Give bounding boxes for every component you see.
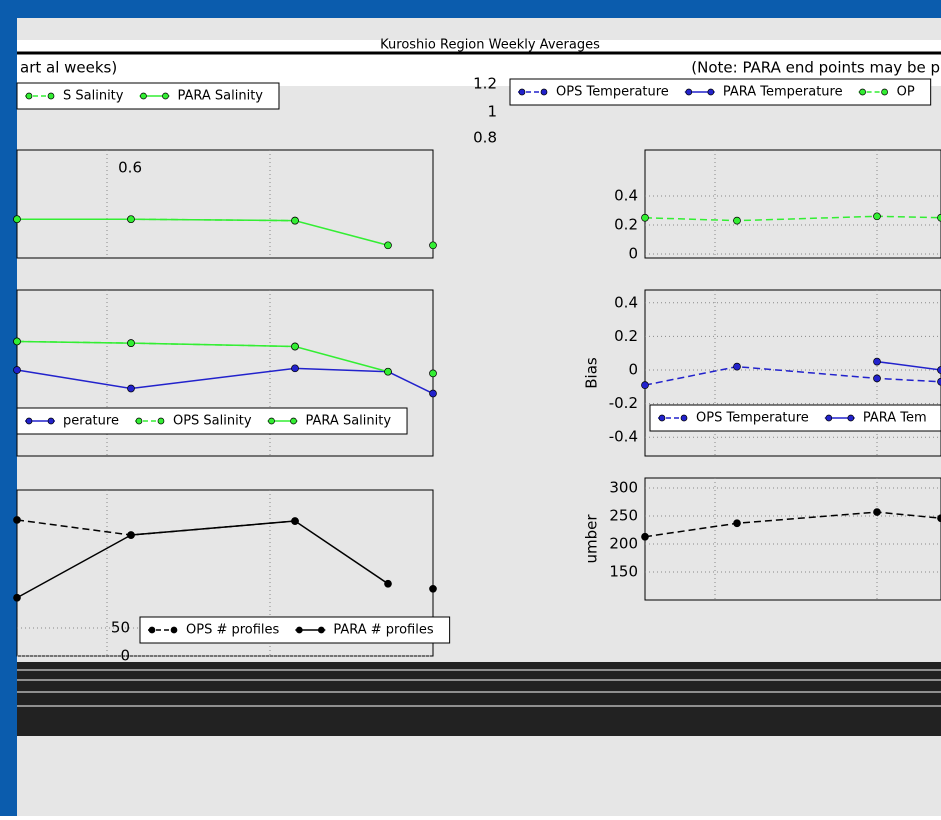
y-tick-label: 0.2 <box>614 327 638 345</box>
legend-label: PARA Tem <box>863 411 927 426</box>
point <box>642 533 649 540</box>
legend-marker <box>291 418 297 424</box>
point <box>385 368 392 375</box>
y-tick-label: 0 <box>628 245 638 263</box>
figure-title: Kuroshio Region Weekly Averages <box>380 38 600 53</box>
point <box>734 217 741 224</box>
point <box>874 375 881 382</box>
stray-tick: 0.6 <box>118 159 142 177</box>
point <box>128 385 135 392</box>
legend-marker <box>519 89 525 95</box>
legend-label: PARA # profiles <box>333 623 434 638</box>
point <box>874 213 881 220</box>
legend-marker <box>541 89 547 95</box>
legend-marker <box>296 627 302 633</box>
point <box>128 216 135 223</box>
right-note: (Note: PARA end points may be p <box>691 59 940 77</box>
y-tick-label: 0.4 <box>614 293 638 311</box>
stray-tick: 0.8 <box>473 129 497 147</box>
legend-marker <box>708 89 714 95</box>
point <box>430 370 437 377</box>
legend-marker <box>269 418 275 424</box>
legend-label: OPS Temperature <box>556 85 669 100</box>
point <box>14 594 21 601</box>
legend-label: OPS # profiles <box>186 623 280 638</box>
legend-marker <box>162 93 168 99</box>
point <box>14 338 21 345</box>
legend-marker <box>826 415 832 421</box>
legend-label: OPS Temperature <box>696 411 809 426</box>
legend-label: PARA Salinity <box>306 414 392 429</box>
glitch-band <box>17 662 941 736</box>
legend: perature OPS Salinity PARA Salinity <box>17 408 407 434</box>
y-tick-label: 0.2 <box>614 216 638 234</box>
legend-marker <box>659 415 665 421</box>
legend-marker <box>48 93 54 99</box>
legend-marker <box>158 418 164 424</box>
y-tick-label: 300 <box>609 479 638 497</box>
legend-marker <box>26 93 32 99</box>
point <box>292 518 299 525</box>
y-tick-label: -0.2 <box>609 394 638 412</box>
point <box>292 343 299 350</box>
stray-tick: 1.2 <box>473 75 497 93</box>
point <box>430 390 437 397</box>
legend-marker <box>26 418 32 424</box>
point <box>385 580 392 587</box>
point <box>385 242 392 249</box>
point <box>14 216 21 223</box>
point <box>14 367 21 374</box>
point <box>430 585 437 592</box>
point <box>734 520 741 527</box>
point <box>874 509 881 516</box>
legend-label: PARA Temperature <box>723 85 843 100</box>
stray-tick: 1 <box>487 103 497 121</box>
legend: OPS Temperature PARA Tem <box>650 405 941 431</box>
point <box>14 516 21 523</box>
point <box>874 358 881 365</box>
legend-label: OPS Salinity <box>173 414 252 429</box>
legend-label: OP <box>897 85 915 100</box>
point <box>430 242 437 249</box>
y-tick-label: 0.4 <box>614 187 638 205</box>
y-tick-label: 250 <box>609 507 638 525</box>
legend-marker <box>149 627 155 633</box>
point <box>642 382 649 389</box>
y-axis-label: umber <box>583 514 601 564</box>
legend: OPS # profiles PARA # profiles <box>140 617 450 643</box>
y-axis-label: Bias <box>583 357 601 389</box>
legend-label: perature <box>63 414 119 429</box>
y-tick-label: 200 <box>609 535 638 553</box>
left-note: art al weeks) <box>20 59 117 77</box>
legend-marker <box>686 89 692 95</box>
legend: S Salinity PARA Salinity <box>17 83 279 109</box>
legend-marker <box>318 627 324 633</box>
y-tick-label: 150 <box>609 563 638 581</box>
legend-marker <box>136 418 142 424</box>
legend: OPS Temperature PARA Temperature OP <box>510 79 931 105</box>
y-tick-label: 0 <box>628 361 638 379</box>
point <box>734 363 741 370</box>
legend-marker <box>48 418 54 424</box>
legend-marker <box>171 627 177 633</box>
point <box>642 214 649 221</box>
point <box>292 217 299 224</box>
legend-marker <box>681 415 687 421</box>
legend-label: S Salinity <box>63 89 124 104</box>
legend-marker <box>848 415 854 421</box>
legend-marker <box>882 89 888 95</box>
point <box>128 340 135 347</box>
legend-label: PARA Salinity <box>177 89 263 104</box>
point <box>292 365 299 372</box>
legend-marker <box>860 89 866 95</box>
y-tick-label: -0.4 <box>609 428 638 446</box>
legend-marker <box>140 93 146 99</box>
point <box>128 532 135 539</box>
